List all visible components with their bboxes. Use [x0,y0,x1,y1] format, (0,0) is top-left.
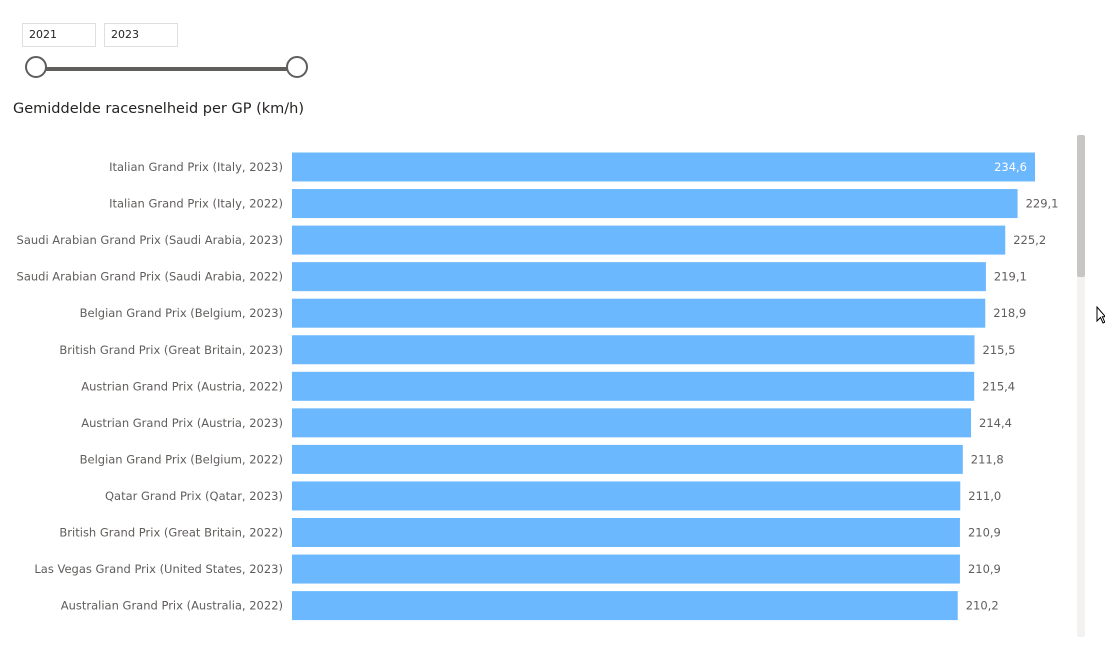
category-label: Saudi Arabian Grand Prix (Saudi Arabia, … [17,233,283,247]
year-start-input[interactable]: 2021 [22,23,96,47]
category-label: Las Vegas Grand Prix (United States, 202… [34,562,283,576]
chart-title: Gemiddelde racesnelheid per GP (km/h) [13,101,304,117]
category-label: British Grand Prix (Great Britain, 2022) [59,526,283,540]
bar[interactable] [292,262,986,292]
category-label: Austrian Grand Prix (Austria, 2022) [81,379,283,393]
data-label: 234,6 [994,160,1027,174]
bar[interactable] [292,591,958,621]
data-label: 210,9 [968,562,1001,576]
data-label: 215,4 [982,379,1015,393]
category-label: Austrian Grand Prix (Austria, 2023) [81,416,283,430]
category-label: Qatar Grand Prix (Qatar, 2023) [105,489,283,503]
bar[interactable] [292,225,1006,255]
year-slider-track[interactable] [37,67,298,71]
category-label: British Grand Prix (Great Britain, 2023) [59,343,283,357]
data-label: 210,9 [968,526,1001,540]
year-slider-start-handle[interactable] [25,56,47,78]
year-end-input[interactable]: 2023 [104,23,178,47]
data-label: 229,1 [1026,197,1059,211]
data-label: 211,8 [971,452,1004,466]
category-label: Italian Grand Prix (Italy, 2022) [109,197,283,211]
bar[interactable] [292,298,986,328]
data-label: 225,2 [1013,233,1046,247]
bar[interactable] [292,408,972,438]
data-label: 214,4 [979,416,1012,430]
category-label: Italian Grand Prix (Italy, 2023) [109,160,283,174]
category-label: Belgian Grand Prix (Belgium, 2022) [80,452,283,466]
bar[interactable] [292,444,963,474]
bar[interactable] [292,518,960,547]
category-label: Saudi Arabian Grand Prix (Saudi Arabia, … [17,270,283,284]
year-slider-end-handle[interactable] [286,56,308,78]
bar[interactable] [292,554,960,584]
category-label: Belgian Grand Prix (Belgium, 2023) [80,306,283,320]
bar[interactable] [292,335,975,365]
chart-scrollbar-thumb[interactable] [1077,135,1085,277]
bar[interactable] [292,371,975,401]
bar[interactable] [292,189,1018,219]
data-label: 210,2 [966,599,999,613]
data-label: 211,0 [968,489,1001,503]
mouse-cursor-icon [1096,306,1105,324]
bar[interactable] [292,152,1035,182]
data-label: 218,9 [993,306,1026,320]
category-label: Australian Grand Prix (Australia, 2022) [61,599,283,613]
data-label: 215,5 [983,343,1016,357]
data-label: 219,1 [994,270,1027,284]
chart-scrollbar-track[interactable] [1077,135,1085,637]
bar[interactable] [292,481,961,511]
